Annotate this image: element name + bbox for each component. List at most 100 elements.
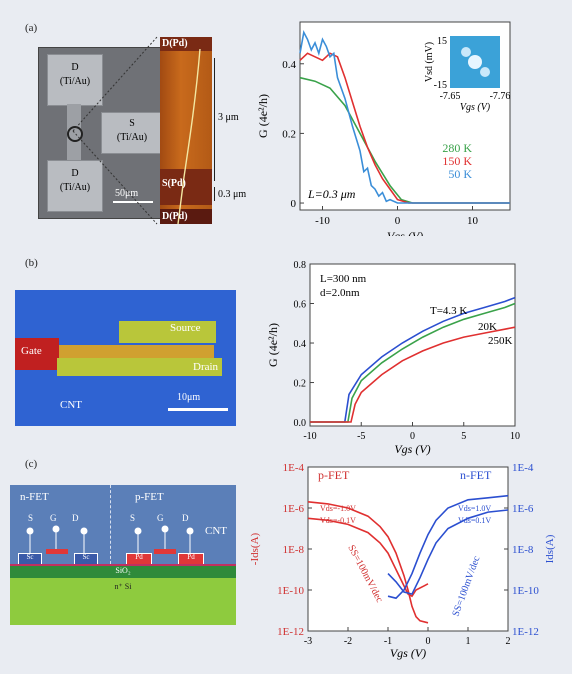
series-line-b-1 <box>310 302 516 423</box>
y-tick-label-b: 0.2 <box>294 379 307 390</box>
pfet-label-c: p-FET <box>318 468 350 482</box>
cnt-line <box>10 564 236 566</box>
afm-mid-electrode <box>160 169 212 205</box>
cnt-label: CNT <box>60 399 82 411</box>
device-image: Source Gate Drain CNT 10μm <box>15 290 236 426</box>
chart-c: -3 -2 -1 0 1 2 1E-4 1E-6 1E-8 1E-10 1E-12 1E-4 1E-6 1… <box>250 462 556 660</box>
y-tick-label-left-c: 1E-10 <box>277 585 304 597</box>
x-tick-label-b: 0 <box>410 431 415 442</box>
source-electrode <box>119 321 216 343</box>
pad-bottom: D (Ti/Au) <box>47 160 103 212</box>
sem-scale-bar <box>113 201 153 203</box>
si-label: n⁺ Si <box>114 582 132 591</box>
x-tick-label-a: 10 <box>467 215 479 227</box>
img-scale-label: 10μm <box>177 392 201 403</box>
n-v2-c: Vds=0.1V <box>458 516 491 525</box>
x-axis-label-a: Vgs (V) <box>387 229 423 236</box>
g-label-n: G <box>50 513 57 523</box>
sio2-label: SiO₂ <box>115 566 131 575</box>
y-tick-label-right-c: 1E-12 <box>512 626 539 638</box>
y-tick-label-b: 0.6 <box>294 300 307 311</box>
inset-xlabel: Vgs (V) <box>460 102 491 113</box>
y-tick-label-right-c: 1E-4 <box>512 462 534 474</box>
inset-blob-1 <box>461 47 471 57</box>
legend-a-1: 150 K <box>442 154 472 168</box>
plot-area-c <box>307 466 509 632</box>
series-line-c-0 <box>307 501 429 624</box>
y-tick-label-a: 0.2 <box>282 128 296 140</box>
y-tick-label-right-c: 1E-10 <box>512 585 539 597</box>
series-line-a-1 <box>299 52 510 204</box>
series-line-b-2 <box>310 326 516 423</box>
afm-scale-label-1: 3 μm <box>218 112 239 123</box>
afm-scale-label-2: 0.3 μm <box>218 189 247 200</box>
nfet-label-c: n-FET <box>460 468 492 482</box>
legend-a-0: 280 K <box>442 141 472 155</box>
sio2-layer: SiO₂ <box>10 566 236 578</box>
sem-scale-label: 50μm <box>115 188 139 199</box>
annotation-a: L=0.3 μm <box>307 187 356 201</box>
p-v2-c: Vds=-0.1V <box>320 516 356 525</box>
afm-scale-bar-1 <box>214 58 215 181</box>
y-tick-label-left-c: 1E-6 <box>283 503 305 515</box>
x-tick-label-c: 1 <box>466 636 471 647</box>
y-tick-label-right-c: 1E-6 <box>512 503 534 515</box>
y-tick-label-a: 0.4 <box>282 59 296 71</box>
afm-bot-label: D(Pd) <box>162 211 188 222</box>
zoom-circle <box>67 126 83 142</box>
nfet-label: n-FET <box>20 491 49 503</box>
s-label-p: S <box>130 513 136 523</box>
y-tick-label-left-c: 1E-8 <box>283 544 305 556</box>
d-label-p: D <box>182 513 189 523</box>
inset-ybot: -15 <box>434 80 447 91</box>
x-tick-label-b: -5 <box>357 431 365 442</box>
y-axis-label-b: G (4e²/h) <box>266 323 280 367</box>
legend-b-0: T=4.3 K <box>430 305 467 317</box>
y-tick-label-left-c: 1E-12 <box>277 626 304 638</box>
x-tick-label-a: -10 <box>315 215 330 227</box>
x-axis-label-c: Vgs (V) <box>390 646 426 660</box>
drain-label: Drain <box>193 361 219 373</box>
gate-label: Gate <box>21 345 42 357</box>
inset-blob-center <box>468 55 482 69</box>
x-tick-label-c: -2 <box>344 636 352 647</box>
legend-a-2: 50 K <box>448 167 472 181</box>
pad-mid: S (Ti/Au) <box>101 112 163 154</box>
pfet-label: p-FET <box>135 491 164 503</box>
y-tick-label-b: 0.0 <box>294 418 307 429</box>
y-tick-label-b: 0.4 <box>294 339 307 350</box>
g-label-p: G <box>157 513 164 523</box>
x-axis-label-b: Vgs (V) <box>394 442 430 456</box>
afm-image: D(Pd) S(Pd) D(Pd) <box>160 37 212 224</box>
s-label-n: S <box>28 513 34 523</box>
pd-label-2: Pd <box>187 553 195 561</box>
n-v1-c: Vds=1.0V <box>458 504 491 513</box>
series-line-c-2 <box>387 494 509 600</box>
pd-label-1: Pd <box>135 553 143 561</box>
img-scale-bar <box>168 408 228 411</box>
legend-b-2: 250K <box>488 335 513 347</box>
inset-xleft: -7.65 <box>440 91 461 102</box>
inset-xright: -7.76 <box>490 91 511 102</box>
gate-electrode <box>56 345 214 359</box>
panel-c-label: (c) <box>25 458 38 470</box>
x-tick-label-b: 10 <box>510 431 520 442</box>
y-tick-label-b: 0.8 <box>294 260 307 271</box>
si-substrate: n⁺ Si <box>10 578 236 625</box>
pad-bottom-label: D (Ti/Au) <box>59 168 91 193</box>
x-tick-label-c: -1 <box>384 636 392 647</box>
note1-b: L=300 nm <box>320 273 367 285</box>
x-tick-label-c: 2 <box>506 636 511 647</box>
d-label-n: D <box>72 513 79 523</box>
x-tick-label-c: 0 <box>426 636 431 647</box>
y-axis-label-a: G (4e²/h) <box>256 94 270 138</box>
afm-nanotube <box>177 48 201 224</box>
inset-ylabel: Vsd (mV) <box>424 42 435 82</box>
y-tick-label-a: 0 <box>291 198 297 210</box>
chart-b: -10 -5 0 5 10 0.0 0.2 0.4 0.6 0.8 Vgs (V) G (4e²/h)… <box>266 260 520 456</box>
afm-mid-label: S(Pd) <box>162 178 186 189</box>
pad-top-label: D (Ti/Au) <box>59 62 91 87</box>
x-tick-label-c: -3 <box>304 636 312 647</box>
afm-scale-bar-2 <box>214 187 215 201</box>
